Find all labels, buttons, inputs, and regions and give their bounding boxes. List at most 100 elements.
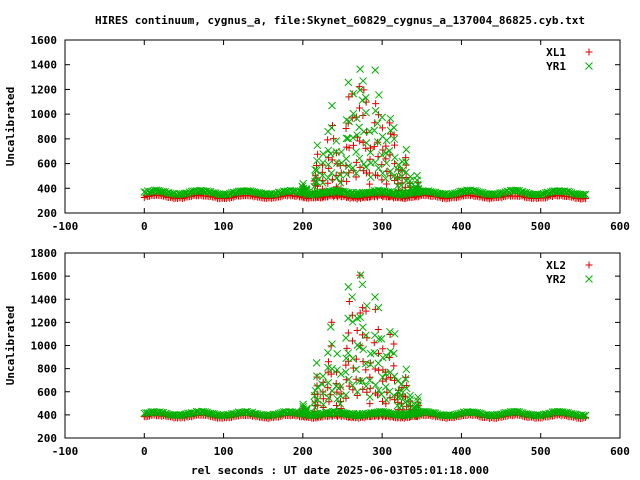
data-point <box>326 150 335 158</box>
data-point <box>328 318 336 326</box>
data-point <box>327 123 336 132</box>
x-tick-label: 100 <box>214 445 234 458</box>
data-point <box>406 395 414 403</box>
data-point <box>342 188 351 197</box>
data-point <box>310 188 319 197</box>
x-tick-label: 0 <box>141 445 148 458</box>
data-point <box>381 174 390 183</box>
data-point <box>390 153 399 162</box>
data-point <box>355 343 364 351</box>
bottom-panel: -100 0 100 200 300 400 500 600 200 400 600 800 1000 1… <box>4 247 630 458</box>
data-point <box>332 149 340 157</box>
data-point <box>344 314 353 323</box>
data-point <box>382 142 390 150</box>
data-point <box>324 173 333 182</box>
data-point <box>366 148 375 157</box>
data-point <box>352 375 360 383</box>
data-point <box>402 409 411 418</box>
y-tick-label: 200 <box>37 432 57 445</box>
data-point <box>358 323 367 332</box>
data-point <box>366 360 375 369</box>
data-point <box>358 96 367 105</box>
data-point <box>355 377 364 386</box>
data-point <box>356 271 365 279</box>
data-point <box>359 77 367 85</box>
data-point <box>302 186 311 195</box>
data-point <box>342 361 350 369</box>
data-point <box>355 188 364 197</box>
data-point <box>348 164 357 172</box>
data-point <box>337 188 345 197</box>
data-point <box>328 364 336 373</box>
data-point <box>414 393 422 402</box>
data-point <box>428 188 436 196</box>
data-point <box>374 164 383 172</box>
legend-label: XL1 <box>546 46 566 59</box>
data-point <box>386 119 394 127</box>
x-tick-label: 300 <box>372 220 392 233</box>
data-point <box>356 86 364 94</box>
data-point <box>501 188 510 196</box>
x-tick-label: 0 <box>141 220 148 233</box>
data-point <box>318 409 326 418</box>
data-point <box>319 395 327 403</box>
data-point <box>394 377 402 386</box>
y-tick-label: 1400 <box>31 293 58 306</box>
data-point <box>310 398 319 407</box>
data-point <box>401 375 410 383</box>
data-point <box>394 160 403 169</box>
data-point <box>319 188 328 197</box>
data-point <box>366 180 374 188</box>
data-point <box>313 396 322 404</box>
data-point <box>356 163 364 171</box>
data-point <box>383 180 391 188</box>
data-point <box>344 162 353 170</box>
data-point <box>348 354 357 363</box>
data-point <box>326 323 335 331</box>
data-point <box>324 409 332 418</box>
data-point <box>324 146 333 155</box>
data-point <box>398 166 407 175</box>
data-point <box>366 173 375 182</box>
data-point <box>359 358 367 366</box>
data-point <box>386 167 395 176</box>
data-point <box>363 334 371 342</box>
data-point <box>316 410 325 418</box>
data-point <box>382 352 391 361</box>
data-point <box>344 188 353 197</box>
data-point <box>361 188 370 197</box>
data-point <box>348 318 357 326</box>
data-point <box>328 340 336 348</box>
data-point <box>362 307 370 315</box>
data-point <box>359 188 367 197</box>
data-point <box>382 149 390 157</box>
x-tick-label: 100 <box>214 220 234 233</box>
data-point <box>313 156 321 165</box>
data-point <box>337 169 345 177</box>
data-point <box>402 154 410 162</box>
data-point <box>578 190 586 199</box>
data-point <box>344 283 353 291</box>
data-point <box>456 413 464 421</box>
data-point <box>390 362 398 370</box>
data-point <box>318 171 327 180</box>
data-point <box>366 169 374 177</box>
data-point <box>402 173 410 181</box>
data-point <box>362 331 370 340</box>
data-point <box>397 386 406 395</box>
data-point <box>342 155 351 163</box>
data-point <box>386 327 394 336</box>
data-point <box>352 169 361 178</box>
top-panel: -100 0 100 200 300 400 500 600 200 400 600 800 1000 1… <box>4 34 630 233</box>
data-point <box>337 370 345 379</box>
data-point <box>382 400 390 408</box>
data-point <box>402 158 410 166</box>
data-point <box>390 131 398 139</box>
data-point <box>299 179 308 188</box>
y-tick-label: 1400 <box>31 59 58 72</box>
data-point <box>581 190 590 199</box>
data-point <box>358 331 366 339</box>
data-point <box>341 368 350 376</box>
y-axis-label: Uncalibrated <box>4 87 17 166</box>
y-tick-label: 1000 <box>31 108 58 121</box>
